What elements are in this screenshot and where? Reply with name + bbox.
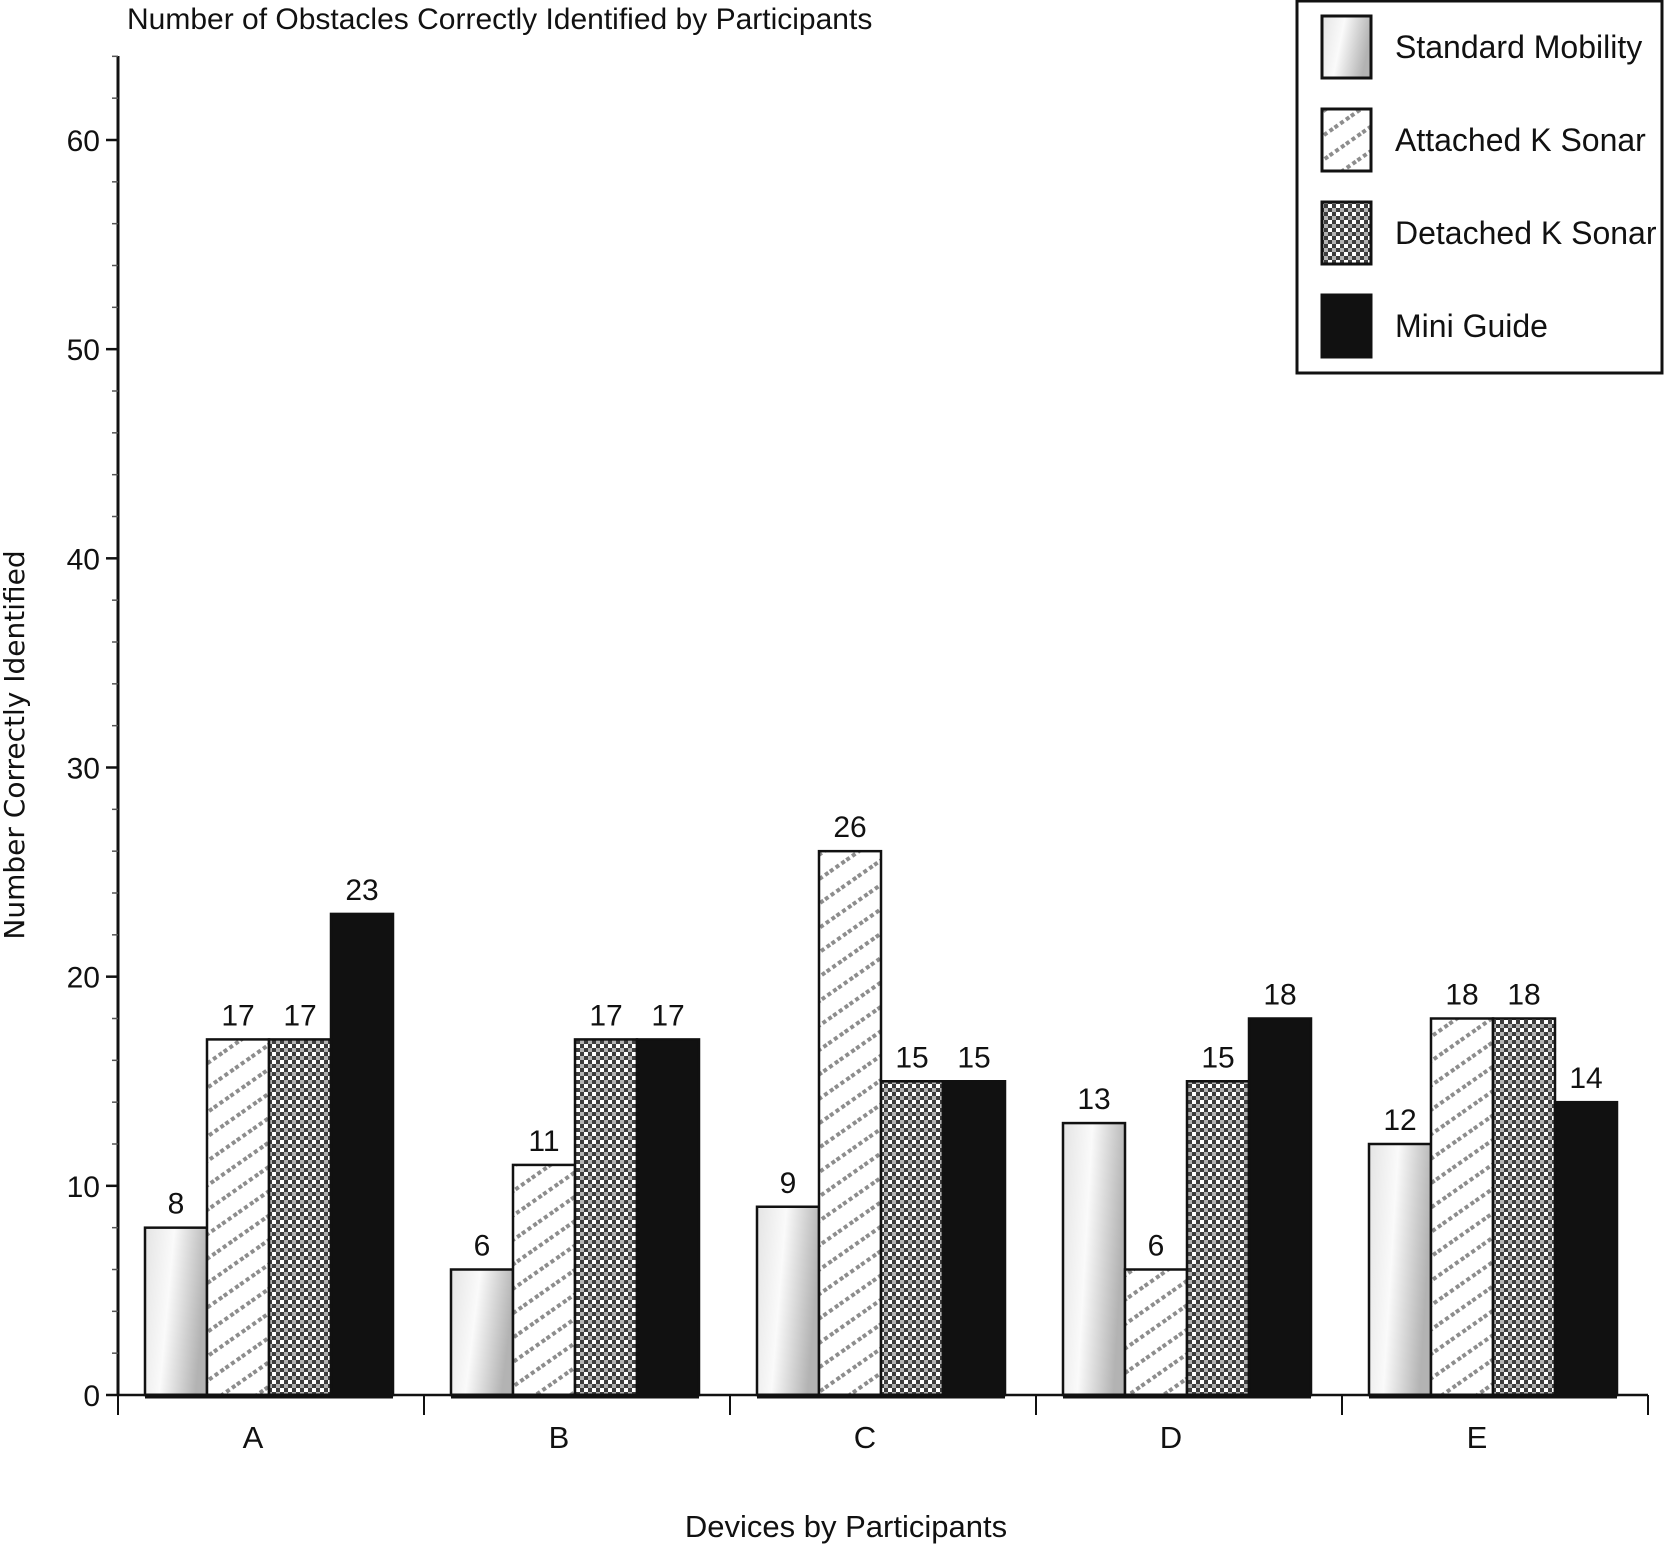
legend-swatch-attached-k-sonar: [1320, 107, 1373, 173]
legend-label: Attached K Sonar: [1395, 122, 1646, 158]
data-label: 17: [589, 999, 622, 1032]
data-label: 14: [1569, 1062, 1602, 1095]
data-label: 18: [1263, 979, 1296, 1012]
data-label: 18: [1445, 979, 1478, 1012]
data-label: 13: [1077, 1083, 1110, 1116]
legend-label: Mini Guide: [1395, 308, 1548, 344]
bar-attached-k-sonar-d: [1123, 1268, 1189, 1397]
x-tick-label: A: [243, 1420, 264, 1455]
legend-swatch-mini-guide: [1320, 293, 1373, 359]
bar-mini-guide-a: [329, 912, 395, 1397]
y-tick-label: 60: [67, 125, 100, 158]
bar-detached-k-sonar-c: [879, 1080, 945, 1397]
data-labels: 8 17 17 23 6 11 17 17 9 26 15 15 13 6 15 18 12 18 18 14: [168, 811, 1603, 1262]
bar-attached-k-sonar-c: [817, 849, 883, 1397]
bar-standard-mobility-c: [755, 1205, 821, 1397]
data-label: 8: [168, 1188, 185, 1221]
legend: Standard Mobility Attached K Sonar Detache…: [1295, 0, 1664, 375]
y-tick-label: 0: [83, 1380, 100, 1413]
bar-detached-k-sonar-e: [1491, 1017, 1557, 1397]
y-tick-label: 10: [67, 1171, 100, 1204]
data-label: 17: [651, 999, 684, 1032]
bar-mini-guide-d: [1247, 1017, 1313, 1397]
y-axis-title: Number Correctly Identified: [0, 550, 31, 939]
data-label: 6: [474, 1230, 491, 1263]
bar-detached-k-sonar-a: [267, 1038, 333, 1397]
data-label: 17: [283, 999, 316, 1032]
x-tick-label: E: [1467, 1420, 1488, 1455]
bar-standard-mobility-d: [1061, 1121, 1127, 1397]
legend-swatch-standard-mobility: [1320, 14, 1373, 80]
x-tick-label: D: [1160, 1420, 1182, 1455]
x-tick-label: C: [854, 1420, 876, 1455]
bars: [143, 849, 1619, 1399]
data-label: 12: [1383, 1104, 1416, 1137]
legend-swatch-detached-k-sonar: [1320, 200, 1373, 266]
data-label: 15: [957, 1041, 990, 1074]
bar-detached-k-sonar-d: [1185, 1080, 1251, 1397]
y-tick-label: 40: [67, 543, 100, 576]
data-label: 23: [345, 874, 378, 907]
bar-mini-guide-e: [1553, 1100, 1619, 1397]
y-tick-label: 20: [67, 962, 100, 995]
data-label: 15: [895, 1041, 928, 1074]
data-label: 26: [833, 811, 866, 844]
legend-label: Standard Mobility: [1395, 29, 1642, 65]
bar-standard-mobility-e: [1367, 1142, 1433, 1397]
bar-mini-guide-b: [635, 1038, 701, 1397]
bar-standard-mobility-a: [143, 1226, 209, 1397]
x-tick-label: B: [549, 1420, 570, 1455]
data-label: 9: [780, 1167, 797, 1200]
chart-title: Number of Obstacles Correctly Identified…: [127, 3, 872, 36]
data-label: 6: [1148, 1230, 1165, 1263]
x-axis: A B C D E: [117, 1393, 1649, 1455]
y-tick-label: 50: [67, 334, 100, 367]
data-label: 17: [221, 999, 254, 1032]
bar-mini-guide-c: [941, 1080, 1007, 1397]
bar-detached-k-sonar-b: [573, 1038, 639, 1397]
data-label: 11: [528, 1125, 559, 1158]
data-label: 15: [1201, 1041, 1234, 1074]
legend-label: Detached K Sonar: [1395, 215, 1657, 251]
bar-attached-k-sonar-a: [205, 1038, 271, 1397]
data-label: 18: [1507, 979, 1540, 1012]
y-tick-label: 30: [67, 753, 100, 786]
y-axis: 0 10 20 30 40 50 60: [67, 55, 120, 1413]
bar-attached-k-sonar-e: [1429, 1017, 1495, 1397]
bar-standard-mobility-b: [449, 1268, 515, 1397]
bar-attached-k-sonar-b: [511, 1163, 577, 1397]
x-axis-title: Devices by Participants: [685, 1509, 1007, 1544]
